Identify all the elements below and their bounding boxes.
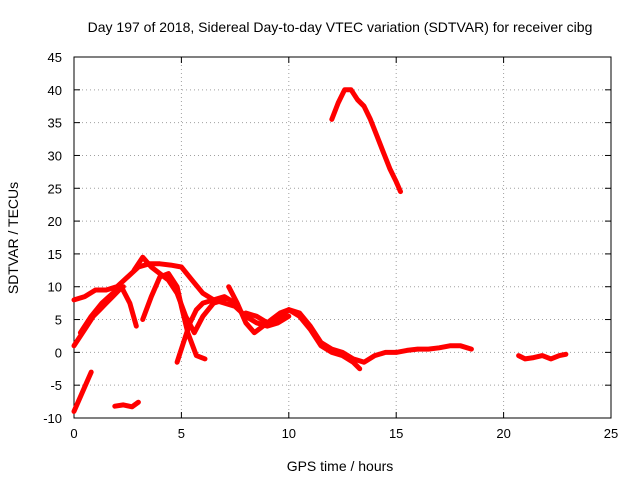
y-tick-label: 25: [48, 181, 62, 196]
series-arc4: [71, 369, 94, 414]
axis-ticks: 0 5 10 15 20 25 -10 -5 0 5 10 15 20 25 30 35 40 45: [43, 50, 618, 441]
y-tick-label: 0: [55, 345, 62, 360]
series-arc8: [174, 294, 238, 365]
y-tick-label: 15: [48, 247, 62, 262]
y-tick-label: 35: [48, 116, 62, 131]
x-axis-label: GPS time / hours: [287, 458, 394, 474]
grid: [74, 57, 611, 418]
x-tick-label: 20: [496, 426, 510, 441]
y-tick-label: 10: [48, 280, 62, 295]
x-tick-label: 10: [282, 426, 296, 441]
y-tick-label: 30: [48, 148, 62, 163]
series-arc7: [131, 254, 227, 336]
series-arc12: [516, 351, 569, 362]
series-arc2: [71, 261, 292, 329]
y-tick-label: -10: [43, 411, 62, 426]
y-tick-label: 5: [55, 313, 62, 328]
x-tick-label: 15: [389, 426, 403, 441]
x-tick-label: 0: [70, 426, 77, 441]
series-arc5: [112, 399, 141, 410]
series-arc3: [77, 284, 139, 336]
y-tick-label: 40: [48, 83, 62, 98]
y-axis-label: SDTVAR / TECUs: [5, 182, 21, 294]
series-arc10: [243, 307, 474, 365]
series-arc11: [329, 87, 403, 195]
series-arc6: [140, 271, 208, 362]
y-tick-label: 20: [48, 214, 62, 229]
series-group: [71, 87, 569, 414]
x-tick-label: 25: [604, 426, 618, 441]
y-tick-label: 45: [48, 50, 62, 65]
chart-title: Day 197 of 2018, Sidereal Day-to-day VTE…: [88, 19, 593, 35]
plot-frame: [73, 56, 612, 419]
x-tick-label: 5: [178, 426, 185, 441]
series-arc9: [226, 284, 363, 372]
y-tick-label: -5: [50, 378, 62, 393]
